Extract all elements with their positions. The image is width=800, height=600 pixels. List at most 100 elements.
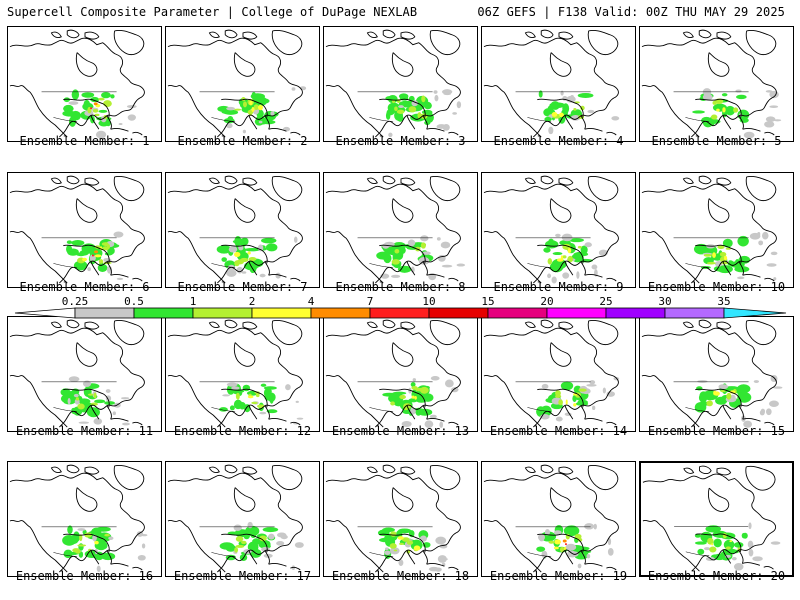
coastline (606, 131, 617, 136)
scp-contour-fill (717, 265, 733, 274)
scp-contour-fill (545, 240, 559, 249)
ensemble-member-caption: Ensemble Member: 10 (647, 280, 786, 294)
colorbar-segment (310, 307, 371, 319)
scp-contour-fill (696, 386, 703, 391)
scp-contour-fill (422, 251, 431, 255)
scp-contour-fill (731, 556, 737, 561)
coastline (224, 175, 238, 185)
coastline (290, 131, 301, 136)
scp-contour-fill (259, 535, 267, 542)
coastline (221, 533, 268, 553)
scp-contour-fill (258, 539, 271, 549)
coastline (642, 519, 700, 572)
scp-contour-fill (716, 108, 720, 112)
coastline (75, 52, 98, 77)
ensemble-member-caption: Ensemble Member: 17 (173, 569, 312, 583)
scp-contour-fill (79, 534, 83, 542)
coastline (742, 273, 761, 278)
scp-contour-fill (562, 539, 567, 543)
ensemble-map-panel (7, 172, 162, 288)
ensemble-map-panel (639, 172, 794, 288)
scp-contour-fill (126, 104, 137, 109)
coastline (113, 464, 145, 491)
coastline (224, 319, 238, 329)
scp-contour-fill (722, 107, 726, 113)
coastline (75, 487, 98, 512)
scp-contour-fill (396, 109, 405, 114)
coastline (745, 465, 776, 491)
scp-contour-fill (434, 94, 439, 102)
coastline (90, 261, 100, 276)
scp-contour-fill (233, 524, 242, 531)
coastline (540, 29, 554, 39)
coastline (113, 175, 145, 202)
scp-contour-fill (93, 102, 98, 106)
scp-contour-fill (63, 104, 74, 113)
scp-contour-fill (265, 243, 278, 252)
scp-contour-fill (247, 521, 253, 529)
scp-contour-fill (391, 259, 400, 265)
country-border (527, 117, 552, 122)
coastline (271, 464, 303, 491)
north-america-map (641, 175, 778, 284)
coastline (426, 562, 445, 567)
scp-contour-fill (706, 400, 713, 407)
scp-contour-fill (398, 93, 409, 99)
coastline (366, 321, 378, 329)
coastline (66, 464, 80, 474)
coastline (742, 127, 761, 132)
coastline (271, 29, 303, 56)
scp-contour-fill (275, 272, 281, 279)
scp-contour-fill (773, 386, 783, 389)
scp-contour-fill (712, 252, 716, 258)
coastline (84, 466, 100, 475)
coastline (722, 261, 732, 276)
coastline (580, 115, 586, 130)
coastline (167, 327, 303, 428)
scp-contour-fill (420, 242, 426, 249)
coastline (742, 417, 761, 422)
coastline (549, 52, 572, 77)
coastline (66, 319, 80, 329)
scp-contour-fill (738, 255, 751, 264)
ensemble-map-panel (323, 172, 478, 288)
scp-contour-fill (69, 534, 79, 544)
coastline (764, 421, 775, 426)
coastline (264, 261, 270, 276)
ensemble-map-panel (481, 172, 636, 288)
scp-contour-fill (398, 528, 412, 534)
country-border (53, 552, 78, 557)
colorbar-tick-label: 0.25 (62, 295, 89, 308)
scp-contour-fill (444, 379, 454, 388)
country-border (369, 263, 394, 268)
scp-contour-fill (229, 405, 235, 411)
scp-contour-fill (410, 382, 416, 387)
coastline (549, 487, 572, 512)
scp-contour-fill (294, 542, 304, 548)
scp-contour-fill (223, 118, 235, 124)
colorbar-tick-label: 35 (717, 295, 730, 308)
colorbar-tick-label: 1 (190, 295, 197, 308)
coastline (268, 127, 287, 132)
scp-contour-fill (110, 94, 115, 99)
coastline (106, 261, 112, 276)
coastline (268, 562, 287, 567)
scp-contour-fill (263, 386, 277, 390)
ensemble-member-caption: Ensemble Member: 2 (177, 134, 308, 148)
ensemble-member-caption: Ensemble Member: 6 (19, 280, 150, 294)
scp-contour-fill (560, 90, 564, 96)
ensemble-map-panel (481, 316, 636, 432)
coastline (429, 319, 461, 346)
scp-contour-fill (94, 254, 102, 258)
coastline (738, 261, 744, 276)
scp-contour-fill (547, 273, 552, 279)
country-border (685, 117, 710, 122)
scp-contour-fill (291, 565, 296, 570)
country-border (527, 407, 552, 412)
scp-contour-fill (81, 92, 95, 98)
ensemble-member-caption: Ensemble Member: 1 (19, 134, 150, 148)
north-america-map (325, 319, 461, 428)
colorbar-tick-label: 7 (367, 295, 374, 308)
scp-contour-fill (713, 391, 720, 396)
coastline (742, 562, 760, 566)
